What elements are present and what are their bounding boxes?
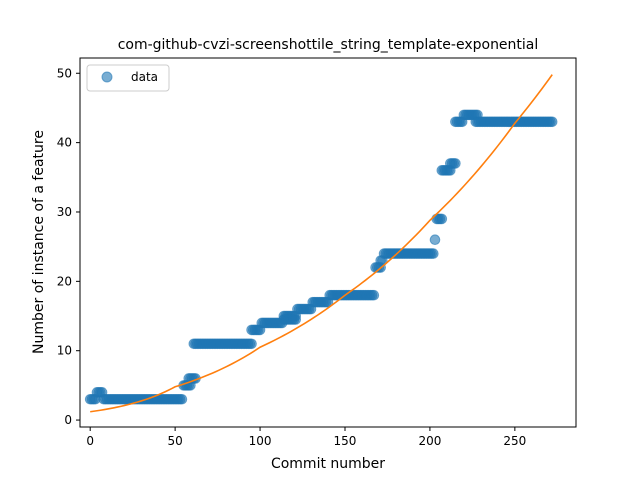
data-point xyxy=(428,248,439,259)
y-tick-label: 20 xyxy=(57,274,72,288)
data-point xyxy=(429,234,441,246)
x-tick-label: 250 xyxy=(503,434,526,448)
legend: data xyxy=(86,64,170,92)
plot-area xyxy=(84,74,558,413)
y-tick-label: 30 xyxy=(57,205,72,219)
data-point xyxy=(246,338,257,350)
series-fit-line xyxy=(90,74,553,413)
x-axis-label: Commit number xyxy=(271,456,385,472)
x-tick-label: 100 xyxy=(249,434,272,448)
y-tick-label: 40 xyxy=(57,136,72,150)
data-point xyxy=(436,213,448,225)
legend-marker-data xyxy=(101,71,113,83)
series-data xyxy=(84,109,558,405)
x-tick-label: 150 xyxy=(334,434,357,448)
y-axis: 0 10 20 30 40 50 xyxy=(57,66,80,427)
y-axis-label: Number of instance of a feature xyxy=(31,130,47,354)
legend-label-data: data xyxy=(131,70,158,84)
x-tick-label: 50 xyxy=(167,434,182,448)
data-point xyxy=(290,314,302,325)
y-tick-label: 0 xyxy=(64,413,72,427)
y-tick-label: 10 xyxy=(57,344,72,358)
data-point xyxy=(546,116,558,128)
data-point xyxy=(368,289,380,301)
plot-frame xyxy=(79,57,577,428)
chart-title: com-github-cvzi-screenshottile_string_te… xyxy=(118,37,539,53)
data-point xyxy=(450,158,461,169)
y-tick-label: 50 xyxy=(57,66,72,80)
x-axis: 0 50 100 150 200 250 xyxy=(86,427,526,448)
data-point xyxy=(176,393,188,405)
x-tick-label: 200 xyxy=(418,434,441,448)
x-tick-label: 0 xyxy=(86,434,94,448)
legend-box xyxy=(86,64,170,92)
